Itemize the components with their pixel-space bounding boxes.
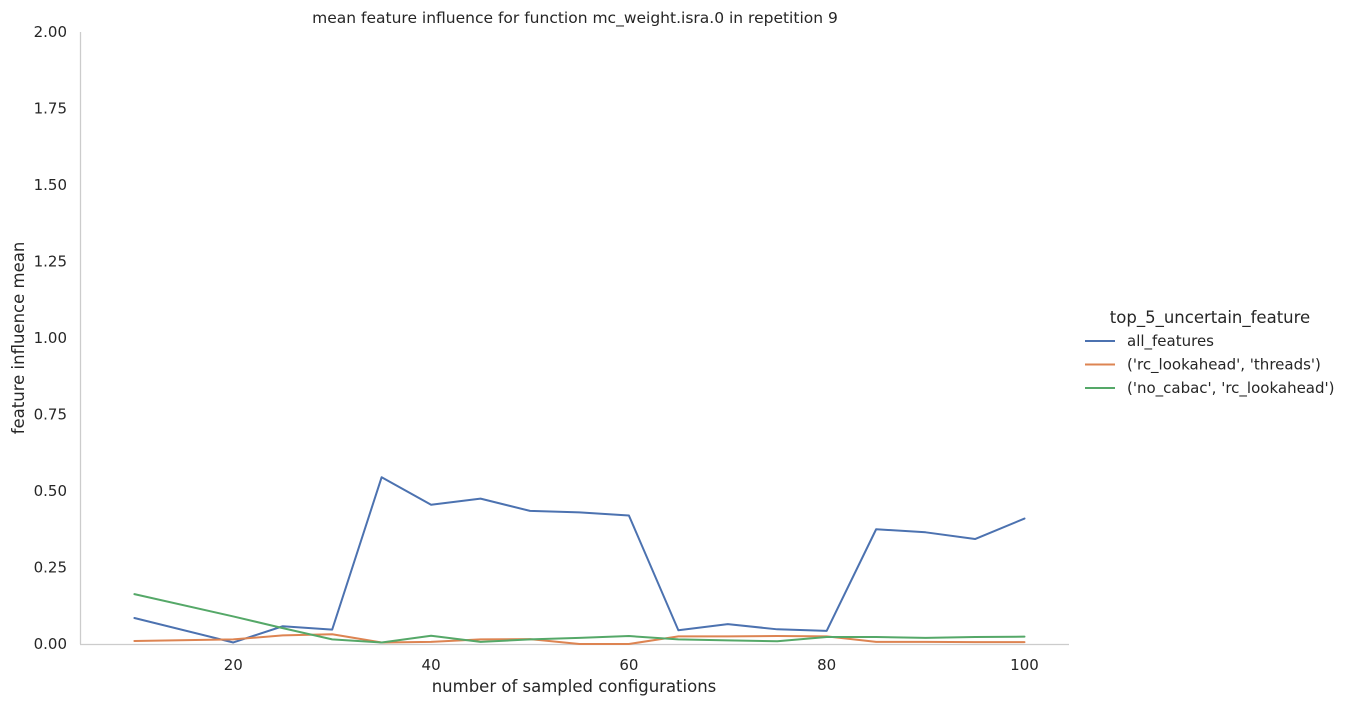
y-tick-label: 1.00 bbox=[34, 329, 67, 347]
legend-title: top_5_uncertain_feature bbox=[1110, 308, 1310, 328]
x-tick-label: 40 bbox=[422, 656, 441, 674]
y-tick-label: 1.75 bbox=[34, 100, 67, 118]
series-lines bbox=[133, 476, 1026, 645]
y-axis-ticks: 0.00 0.25 0.50 0.75 1.00 1.25 1.50 1.75 2.00 bbox=[34, 23, 67, 653]
x-tick-label: 60 bbox=[619, 656, 638, 674]
y-tick-label: 1.50 bbox=[34, 176, 67, 194]
y-tick-label: 0.75 bbox=[34, 406, 67, 424]
y-tick-label: 0.00 bbox=[34, 635, 67, 653]
y-tick-label: 0.50 bbox=[34, 482, 67, 500]
legend: top_5_uncertain_feature all_features ('rc… bbox=[1085, 308, 1335, 398]
x-tick-label: 20 bbox=[224, 656, 243, 674]
legend-label: ('no_cabac', 'rc_lookahead') bbox=[1127, 379, 1335, 398]
series-line-0 bbox=[133, 476, 1026, 644]
x-axis-ticks: 20 40 60 80 100 bbox=[224, 656, 1039, 674]
y-tick-label: 0.25 bbox=[34, 559, 67, 577]
series-line-2 bbox=[133, 593, 1026, 644]
y-tick-label: 2.00 bbox=[34, 23, 67, 41]
legend-label: ('rc_lookahead', 'threads') bbox=[1127, 356, 1321, 375]
series-line-1 bbox=[133, 633, 1026, 645]
chart-title: mean feature influence for function mc_w… bbox=[312, 9, 838, 28]
x-tick-label: 100 bbox=[1010, 656, 1039, 674]
x-axis-label: number of sampled configurations bbox=[432, 677, 717, 696]
legend-items: all_features ('rc_lookahead', 'threads') (… bbox=[1085, 332, 1335, 398]
y-tick-label: 1.25 bbox=[34, 253, 67, 271]
y-axis-label: feature influence mean bbox=[9, 242, 28, 435]
legend-label: all_features bbox=[1127, 332, 1214, 351]
x-tick-label: 80 bbox=[817, 656, 836, 674]
